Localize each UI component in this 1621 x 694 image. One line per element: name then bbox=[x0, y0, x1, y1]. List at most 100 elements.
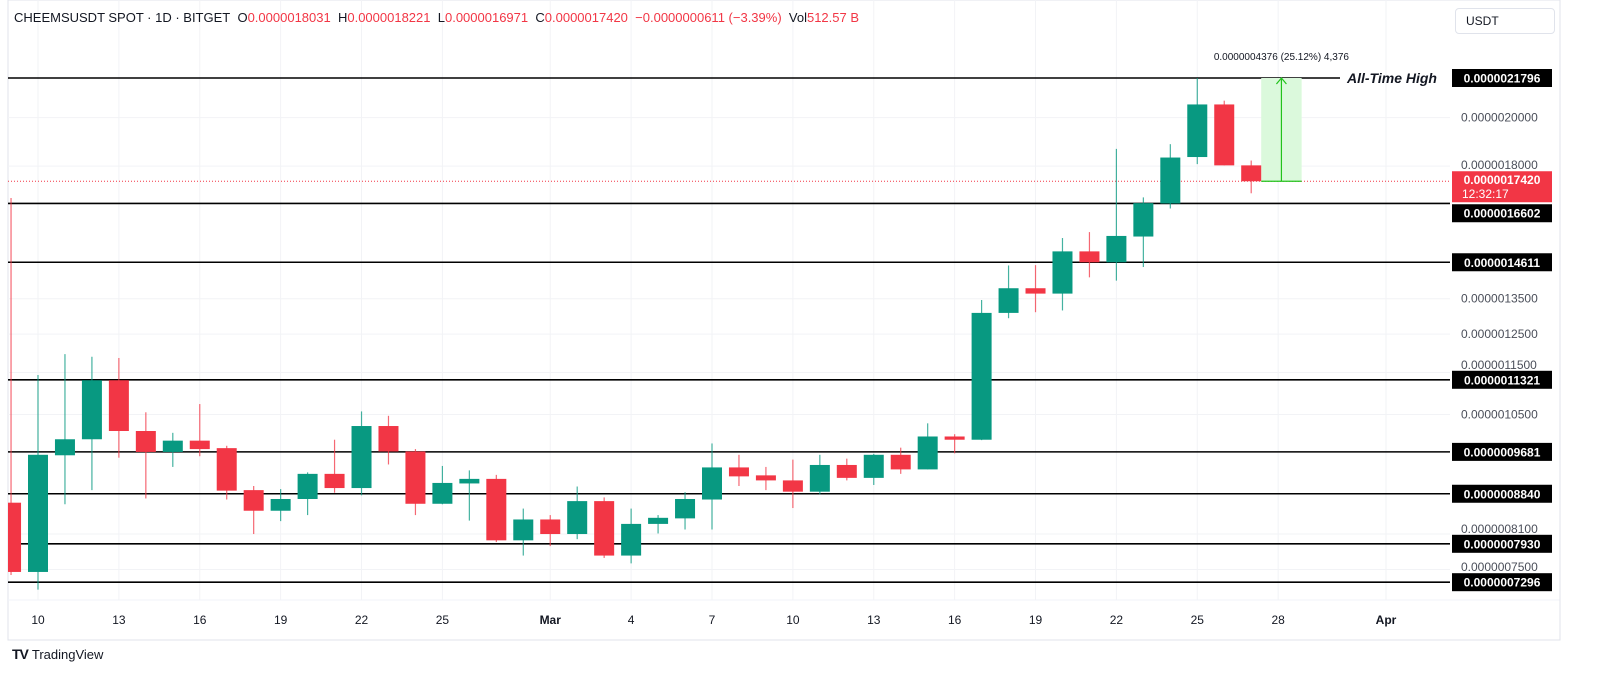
currency-button[interactable]: USDT bbox=[1455, 8, 1555, 34]
candle-bearish bbox=[540, 519, 561, 535]
candle-bearish bbox=[1241, 165, 1262, 182]
y-tick-label: 0.0000010500 bbox=[1461, 407, 1538, 421]
x-tick-label: 7 bbox=[709, 613, 716, 627]
symbol-title: CHEEMSUSDT SPOT · 1D · BITGET bbox=[14, 10, 231, 25]
arrow-up-icon bbox=[1275, 77, 1287, 85]
candle-bearish bbox=[243, 490, 264, 511]
price-level-tag bbox=[1452, 534, 1552, 553]
tradingview-label: TradingView bbox=[31, 646, 104, 662]
candle-bullish bbox=[702, 467, 722, 500]
y-tick-label: 0.0000012500 bbox=[1461, 327, 1538, 341]
price-level-tag-label: 0.0000007930 bbox=[1464, 537, 1541, 551]
x-tick-label: 10 bbox=[786, 613, 800, 627]
x-tick-label: 10 bbox=[31, 613, 45, 627]
price-level-tag bbox=[1452, 69, 1552, 87]
candle-bullish bbox=[648, 517, 669, 524]
price-level-tag bbox=[1452, 253, 1552, 272]
candle-bearish bbox=[378, 426, 399, 452]
open-label: O bbox=[237, 10, 248, 25]
candle-bullish bbox=[432, 482, 453, 504]
candle-bullish bbox=[567, 501, 588, 535]
candle-bullish bbox=[863, 454, 884, 478]
candle-bearish bbox=[944, 436, 965, 440]
change-value: −0.0000000611 (−3.39%) bbox=[635, 10, 782, 25]
x-tick-label: 13 bbox=[112, 613, 126, 627]
price-level-tag-label: 0.0000009681 bbox=[1464, 445, 1541, 459]
symbol-header: CHEEMSUSDT SPOT · 1D · BITGET O0.0000018… bbox=[14, 10, 859, 25]
candle-bearish bbox=[836, 464, 857, 478]
candle-bullish bbox=[28, 454, 48, 572]
x-tick-label: 19 bbox=[1029, 613, 1043, 627]
price-level-tag-label: 0.0000016602 bbox=[1464, 207, 1541, 221]
x-tick-label: 22 bbox=[355, 613, 369, 627]
high-value: 0.0000018221 bbox=[347, 10, 431, 25]
candle-bullish bbox=[81, 380, 102, 440]
y-tick-label: 0.0000008100 bbox=[1461, 522, 1538, 536]
candle-bullish bbox=[1187, 104, 1208, 158]
price-level-tag-label: 0.0000021796 bbox=[1464, 72, 1541, 86]
candle-bearish bbox=[1214, 104, 1235, 166]
current-price-tag bbox=[1452, 171, 1552, 203]
candle-bullish bbox=[270, 498, 291, 511]
price-level-tag bbox=[1452, 370, 1552, 389]
volume-label: Vol bbox=[788, 10, 807, 25]
x-tick-label: 22 bbox=[1110, 613, 1124, 627]
candle-bullish bbox=[459, 478, 480, 484]
candle-bullish bbox=[351, 426, 372, 489]
candle-bearish bbox=[324, 473, 345, 489]
y-tick-label: 0.0000013500 bbox=[1461, 292, 1538, 306]
x-tick-label: 19 bbox=[274, 613, 288, 627]
candle-bearish bbox=[135, 430, 156, 452]
price-level-tag-label: 0.0000014611 bbox=[1464, 256, 1540, 270]
y-tick-label: 0.0000018000 bbox=[1461, 158, 1538, 172]
tradingview-logo-icon: TV bbox=[12, 646, 29, 662]
price-level-tag bbox=[1452, 573, 1552, 592]
x-tick-label: 28 bbox=[1271, 613, 1285, 627]
candle-bearish bbox=[486, 478, 507, 541]
y-tick-label: 0.0000020000 bbox=[1461, 111, 1538, 125]
close-value: 0.0000017420 bbox=[544, 10, 628, 25]
candle-bearish bbox=[728, 467, 749, 477]
candle-bullish bbox=[809, 464, 830, 492]
price-level-tag-label: 0.0000008840 bbox=[1464, 487, 1541, 501]
candle-bearish bbox=[405, 451, 426, 504]
x-tick-label: Mar bbox=[540, 613, 562, 627]
current-price-label: 0.0000017420 bbox=[1464, 173, 1541, 187]
bar-countdown-label: 12:32:17 bbox=[1462, 187, 1509, 201]
candle-bearish bbox=[216, 448, 237, 491]
price-level-tag bbox=[1452, 204, 1552, 223]
candle-bullish bbox=[1133, 203, 1154, 237]
plot-area[interactable]: All-Time High 0.0000004376 (25.12%) 4,376 bbox=[1, 52, 1450, 590]
price-level-tag bbox=[1452, 484, 1552, 503]
candle-bullish bbox=[621, 523, 642, 556]
candle-bearish bbox=[1079, 251, 1100, 263]
high-label: H bbox=[337, 10, 348, 25]
y-tick-label: 0.0000007500 bbox=[1461, 560, 1538, 574]
candle-bullish bbox=[162, 440, 183, 452]
x-tick-label: 4 bbox=[628, 613, 635, 627]
x-tick-label: 25 bbox=[436, 613, 450, 627]
candle-bearish bbox=[890, 454, 911, 470]
candle-bearish bbox=[8, 502, 22, 572]
candle-bullish bbox=[54, 439, 75, 456]
low-label: L bbox=[437, 10, 445, 25]
candle-bullish bbox=[1160, 157, 1181, 204]
y-tick-label: 0.0000011500 bbox=[1461, 358, 1537, 372]
all-time-high-label: All-Time High bbox=[1346, 70, 1437, 86]
low-value: 0.0000016971 bbox=[444, 10, 529, 25]
candle-bearish bbox=[189, 440, 210, 450]
volume-value: 512.57 B bbox=[806, 10, 860, 25]
candle-bullish bbox=[1052, 251, 1073, 294]
tradingview-branding[interactable]: TV TradingView bbox=[12, 646, 103, 662]
candle-bullish bbox=[998, 288, 1019, 313]
x-tick-label: 25 bbox=[1191, 613, 1205, 627]
candle-bullish bbox=[971, 312, 992, 440]
candle-bullish bbox=[675, 498, 696, 519]
candle-bearish bbox=[108, 380, 129, 431]
price-level-tag-label: 0.0000011321 bbox=[1464, 373, 1540, 387]
measurement-label: 0.0000004376 (25.12%) 4,376 bbox=[1214, 52, 1350, 63]
candle-bullish bbox=[297, 473, 318, 499]
candle-bearish bbox=[782, 480, 803, 492]
open-value: 0.0000018031 bbox=[247, 10, 331, 25]
